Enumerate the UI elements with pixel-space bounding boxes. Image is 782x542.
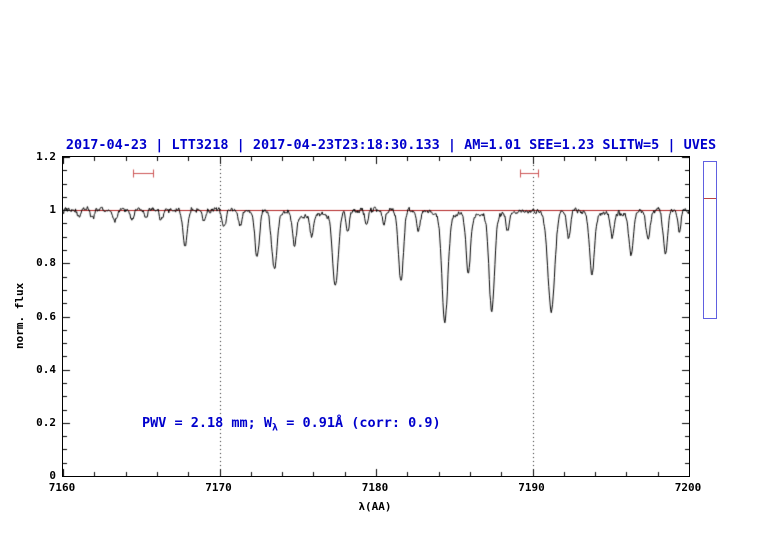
annotation-suffix: = 0.91Å (corr: 0.9) <box>278 415 441 431</box>
x-tick-label: 7190 <box>518 481 545 494</box>
x-tick-label: 7200 <box>674 481 702 494</box>
y-tick-label: 0 <box>49 469 56 482</box>
y-tick-label: 0.4 <box>36 362 56 376</box>
plot-area <box>62 156 690 477</box>
pwv-annotation: PWV = 2.18 mm; Wλ = 0.91Å (corr: 0.9) <box>142 415 441 434</box>
y-tick-label: 0.8 <box>36 256 56 270</box>
scale-bar <box>703 161 717 319</box>
x-tick-label: 7180 <box>361 481 389 494</box>
annotation-prefix: PWV = 2.18 mm; W <box>142 415 273 431</box>
spectrum-canvas <box>63 157 689 476</box>
x-tick-label: 7170 <box>205 481 232 494</box>
scale-bar-marker <box>704 198 716 199</box>
y-tick-label: 0.2 <box>36 415 56 429</box>
y-tick-label: 1 <box>49 203 56 217</box>
x-tick-label: 7160 <box>48 481 76 494</box>
y-tick-label: 1.2 <box>36 150 56 163</box>
annotation-lambda-subscript: λ <box>272 422 279 434</box>
y-tick-label: 0.6 <box>36 309 56 323</box>
x-axis-label: λ(AA) <box>358 500 392 513</box>
plot-title: 2017-04-23 | LTT3218 | 2017-04-23T23:18:… <box>65 137 717 153</box>
